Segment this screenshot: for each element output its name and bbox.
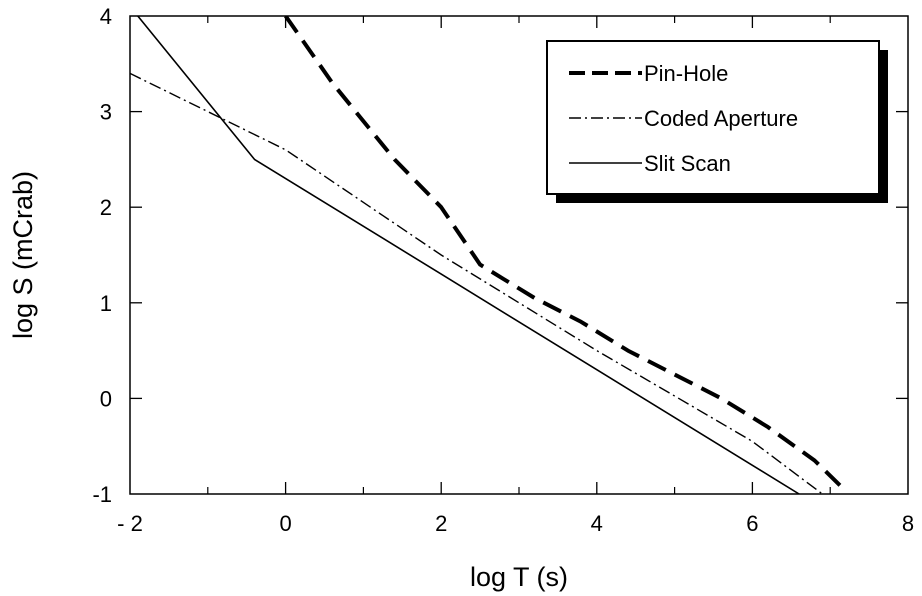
x-tick-label: - 2 <box>117 511 143 536</box>
x-tick-label: 8 <box>902 511 914 536</box>
series-line-slit-scan <box>137 16 800 494</box>
y-tick-label: 2 <box>100 195 112 220</box>
legend-label: Pin-Hole <box>644 61 728 86</box>
y-tick-label: 1 <box>100 291 112 316</box>
legend-label: Slit Scan <box>644 151 731 176</box>
x-tick-label: 2 <box>435 511 447 536</box>
legend-label: Coded Aperture <box>644 106 798 131</box>
x-tick-label: 4 <box>591 511 603 536</box>
y-tick-label: 3 <box>100 100 112 125</box>
x-tick-label: 0 <box>279 511 291 536</box>
tick-labels: - 2 0 2 4 6 8 -1 0 1 2 3 4 <box>92 4 914 536</box>
y-tick-label: -1 <box>92 482 112 507</box>
legend: Pin-Hole Coded Aperture Slit Scan <box>546 40 888 203</box>
series-line-pin-hole <box>283 16 848 493</box>
y-tick-label: 4 <box>100 4 112 29</box>
tick-marks <box>130 16 908 494</box>
y-axis-title: log S (mCrab) <box>8 171 38 339</box>
x-axis-title: log T (s) <box>470 562 568 592</box>
x-tick-label: 6 <box>746 511 758 536</box>
y-tick-label: 0 <box>100 386 112 411</box>
series-layer <box>130 16 848 494</box>
